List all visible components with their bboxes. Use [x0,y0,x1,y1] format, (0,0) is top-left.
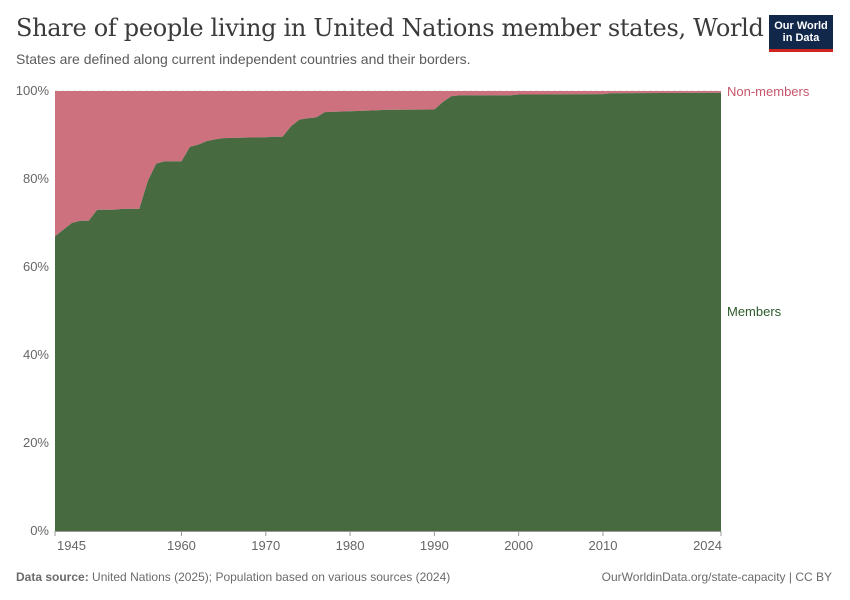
series-label-non-members: Non-members [727,84,810,99]
y-tick-label: 100% [16,83,50,98]
source-label: Data source: [16,570,89,584]
x-tick-label: 1980 [336,538,365,553]
series-area-members [55,92,721,531]
y-tick-label: 0% [30,523,49,538]
y-tick-label: 80% [23,171,49,186]
y-tick-label: 20% [23,435,49,450]
series-label-members: Members [727,304,782,319]
x-tick-label: 1990 [420,538,449,553]
footer-url[interactable]: OurWorldinData.org/state-capacity | CC B… [601,570,832,584]
x-tick-label: 2000 [504,538,533,553]
footer-source: Data source: United Nations (2025); Popu… [16,570,450,584]
chart-subtitle: States are defined along current indepen… [16,51,471,67]
x-tick-label: 2010 [589,538,618,553]
x-tick-label: 1970 [251,538,280,553]
y-tick-label: 40% [23,347,49,362]
logo-line-2: in Data [782,32,820,44]
logo-line-1: Our World [774,20,828,32]
x-tick-label: 1960 [167,538,196,553]
source-text: United Nations (2025); Population based … [92,570,451,584]
x-tick-label: 2024 [693,538,722,553]
chart-title: Share of people living in United Nations… [16,14,764,42]
owid-logo[interactable]: Our World in Data [769,15,833,52]
x-tick-label: 1945 [57,538,86,553]
series-area-non-members [55,91,721,237]
y-tick-label: 60% [23,259,49,274]
